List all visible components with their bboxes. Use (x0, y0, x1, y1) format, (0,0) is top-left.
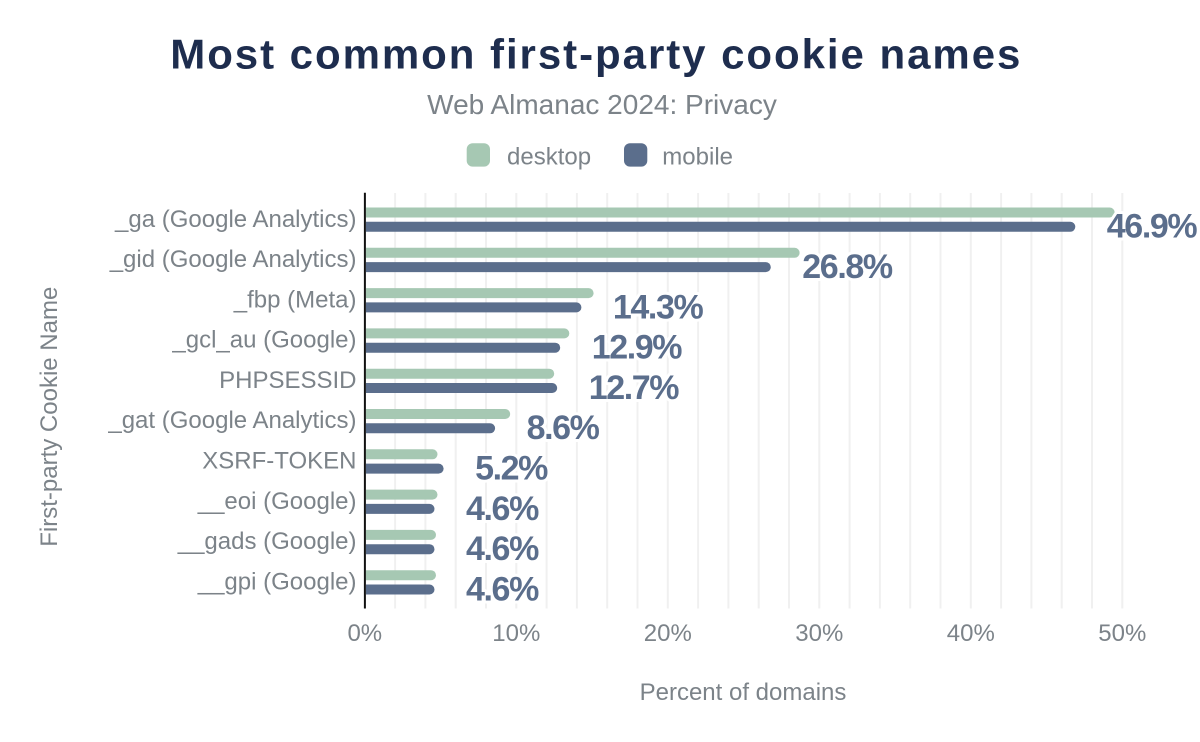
svg-text:4.6%: 4.6% (466, 530, 539, 568)
svg-text:__eoi (Google): __eoi (Google) (197, 488, 357, 515)
svg-text:XSRF-TOKEN: XSRF-TOKEN (202, 448, 356, 475)
svg-text:20%: 20% (644, 620, 692, 647)
svg-text:_fbp (Meta): _fbp (Meta) (233, 286, 357, 313)
svg-text:_gat (Google Analytics): _gat (Google Analytics) (107, 407, 356, 434)
svg-text:50%: 50% (1098, 620, 1146, 647)
svg-text:__gpi (Google): __gpi (Google) (197, 569, 357, 596)
svg-text:12.9%: 12.9% (592, 329, 683, 367)
svg-text:5.2%: 5.2% (475, 450, 548, 488)
svg-text:8.6%: 8.6% (527, 409, 600, 447)
svg-text:__gads (Google): __gads (Google) (177, 528, 357, 555)
svg-text:4.6%: 4.6% (466, 490, 539, 528)
svg-text:46.9%: 46.9% (1107, 208, 1198, 246)
svg-text:4.6%: 4.6% (466, 570, 539, 608)
svg-text:_gcl_au (Google): _gcl_au (Google) (171, 327, 356, 354)
svg-text:0%: 0% (347, 620, 382, 647)
svg-text:14.3%: 14.3% (613, 288, 704, 326)
svg-text:PHPSESSID: PHPSESSID (219, 367, 356, 394)
svg-text:desktop: desktop (507, 144, 591, 171)
svg-text:40%: 40% (947, 620, 995, 647)
svg-text:10%: 10% (492, 620, 540, 647)
svg-text:First-party Cookie Name: First-party Cookie Name (36, 287, 63, 547)
svg-text:Most common first-party cookie: Most common first-party cookie names (170, 31, 1022, 78)
svg-text:_gid (Google Analytics): _gid (Google Analytics) (109, 246, 357, 273)
svg-text:Percent of domains: Percent of domains (640, 679, 847, 706)
svg-text:26.8%: 26.8% (802, 248, 893, 286)
svg-text:Web Almanac 2024: Privacy: Web Almanac 2024: Privacy (427, 89, 777, 120)
svg-text:mobile: mobile (662, 144, 733, 171)
svg-text:_ga (Google Analytics): _ga (Google Analytics) (114, 206, 356, 233)
svg-text:30%: 30% (795, 620, 843, 647)
svg-text:12.7%: 12.7% (589, 369, 680, 407)
